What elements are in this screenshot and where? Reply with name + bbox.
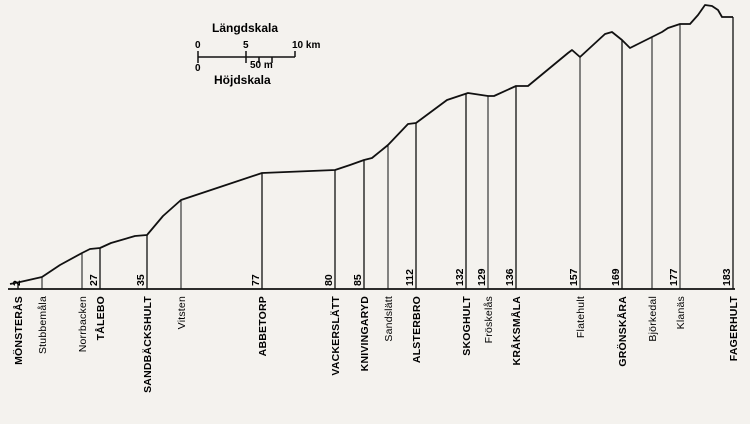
station-name-monsteras: MÖNSTERÅS <box>12 296 25 365</box>
station-name-alsterbro: ALSTERBRO <box>411 296 423 363</box>
station-name-sandbackshult: SANDBÄCKSHULT <box>141 296 154 393</box>
station-name-froskelas: Fröskelås <box>483 296 495 343</box>
height-scale-tick-0: 0 <box>195 63 201 74</box>
station-elevation-kraksmala: 136 <box>504 268 516 286</box>
scale-legend: Längdskala 0 5 10 km 0 50 m Höjdskala <box>195 21 320 87</box>
length-scale-tick-10: 10 km <box>292 40 320 51</box>
station-name-bjorkedal: Björkedal <box>647 296 659 342</box>
station-elevation-froskelas: 129 <box>476 268 488 286</box>
station-name-stubbemala: Stubbemåla <box>37 296 49 354</box>
station-elevation-fagerhult: 183 <box>721 268 733 286</box>
station-elevation-alsterbro: 112 <box>404 269 416 286</box>
station-elevation-sandbackshult: 35 <box>135 274 147 286</box>
station-elevation-flatehult: 157 <box>568 268 580 286</box>
length-scale-tick-0: 0 <box>195 40 201 51</box>
station-name-talebo: TÅLEBO <box>94 296 107 340</box>
station-name-skoghult: SKOGHULT <box>461 296 473 356</box>
scale-bar <box>197 51 296 63</box>
station-elevation-vackerslatt: 80 <box>323 274 335 286</box>
station-name-knivingaryd: KNIVINGARYD <box>359 296 371 372</box>
height-scale-title: Höjdskala <box>214 73 271 87</box>
height-scale-tick-50: 50 m <box>250 60 273 71</box>
station-name-sandslatt: Sandslätt <box>383 296 395 342</box>
station-elevation-talebo: 27 <box>88 274 100 286</box>
station-elevation-gronskara: 169 <box>610 268 622 286</box>
station-name-kraksmala: KRÅKSMÅLA <box>510 296 523 366</box>
station-name-gronskara: GRÖNSKÅRA <box>616 296 629 367</box>
station-name-vitsten: Vitsten <box>176 296 188 329</box>
station-name-abbetorp: ABBETORP <box>257 296 269 356</box>
station-name-klanas: Klanäs <box>675 296 687 329</box>
elevation-profile-line <box>9 4 733 285</box>
length-scale-title: Längdskala <box>212 21 278 35</box>
station-name-flatehult: Flatehult <box>575 296 587 338</box>
length-scale-tick-5: 5 <box>243 40 249 51</box>
station-name-norrbacken: Norrbacken <box>77 296 89 352</box>
station-name-vackerslatt: VACKERSLÄTT <box>329 296 342 376</box>
station-elevation-klanas: 177 <box>668 268 680 286</box>
station-elevation-monsteras: 2 <box>11 280 23 286</box>
station-name-fagerhult: FAGERHULT <box>728 296 740 362</box>
station-elevation-abbetorp: 77 <box>250 274 262 286</box>
station-elevation-knivingaryd: 85 <box>352 274 364 286</box>
station-elevation-skoghult: 132 <box>454 268 466 286</box>
station-markers: MÖNSTERÅS Stubbemåla Norrbacken 27 TÅLEBO 35 S… <box>11 17 740 393</box>
